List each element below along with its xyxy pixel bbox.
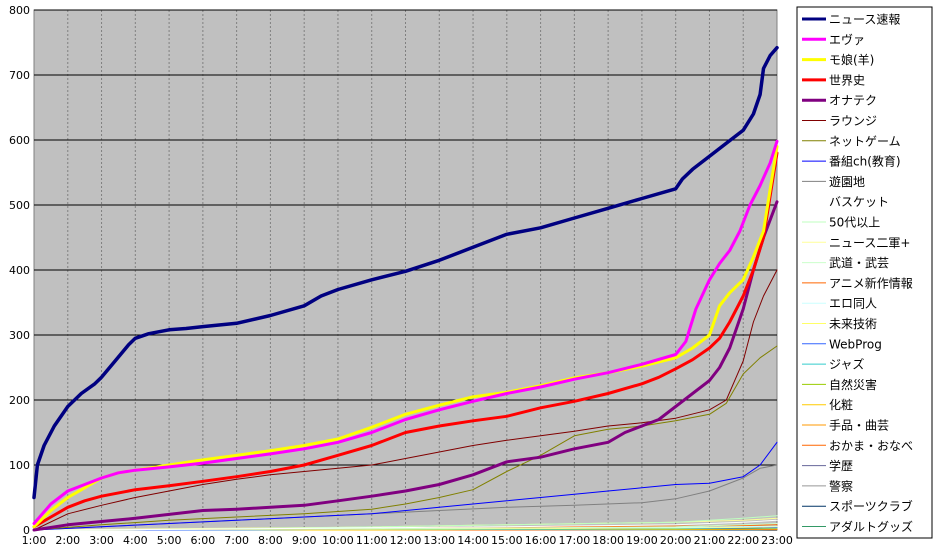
legend-label: エロ同人	[829, 297, 877, 311]
x-tick-label: 9:00	[292, 534, 317, 547]
legend-label: オナテク	[829, 94, 877, 108]
y-tick-label: 400	[9, 264, 30, 277]
legend-label: エヴァ	[829, 32, 865, 47]
x-tick-label: 18:00	[592, 534, 624, 547]
x-tick-label: 21:00	[694, 534, 726, 547]
x-tick-label: 1:00	[22, 534, 47, 547]
legend-label: 未来技術	[829, 317, 877, 331]
x-tick-label: 13:00	[423, 534, 455, 547]
legend-label: 50代以上	[829, 216, 880, 230]
legend-label: 化粧	[829, 398, 853, 412]
y-tick-label: 100	[9, 459, 30, 472]
series-line	[33, 269, 778, 531]
y-tick-label: 800	[9, 4, 30, 17]
legend-label: ジャズ	[829, 357, 864, 372]
legend-label: 手品・曲芸	[829, 419, 889, 433]
x-tick-label: 8:00	[258, 534, 283, 547]
series-line	[32, 200, 779, 532]
x-tick-label: 19:00	[626, 534, 658, 547]
legend-label: ラウンジ	[829, 114, 877, 128]
x-tick-label: 20:00	[660, 534, 692, 547]
series-line	[33, 519, 778, 531]
y-axis-ticks: 0 100 200 300 400 500 600 700 800	[9, 4, 30, 537]
legend-label: 警察	[829, 478, 853, 493]
series-line	[32, 45, 779, 500]
legend-label: バスケット	[829, 195, 889, 209]
y-tick-label: 0	[23, 524, 30, 537]
x-tick-label: 11:00	[356, 534, 388, 547]
grid-lines	[33, 9, 778, 531]
series-line	[32, 151, 779, 529]
y-tick-label: 700	[9, 69, 30, 82]
legend-label: 武道・武芸	[829, 256, 889, 270]
y-tick-label: 500	[9, 199, 30, 212]
legend-label: 世界史	[829, 73, 865, 87]
legend-label: 自然災害	[829, 377, 877, 392]
x-tick-label: 3:00	[89, 534, 114, 547]
x-tick-label: 15:00	[491, 534, 523, 547]
legend-label: 番組ch(教育)	[829, 154, 901, 169]
x-tick-label: 16:00	[525, 534, 557, 547]
legend-label: WebProg	[829, 337, 882, 351]
legend-label: スポーツクラブ	[829, 499, 913, 514]
series-line	[32, 139, 779, 525]
y-tick-label: 300	[9, 329, 30, 342]
legend-label: アダルトグッズ	[829, 519, 913, 534]
x-tick-label: 17:00	[559, 534, 591, 547]
x-tick-label: 2:00	[55, 534, 80, 547]
series-line	[33, 345, 778, 531]
series-line	[33, 441, 778, 531]
legend-label: 遊園地	[829, 174, 865, 189]
x-tick-label: 6:00	[191, 534, 216, 547]
x-tick-label: 7:00	[224, 534, 249, 547]
x-tick-label: 4:00	[123, 534, 148, 547]
x-axis-ticks: 1:00 2:00 3:00 4:00 5:00 6:00 7:00 8:00 9:00 10:0…	[22, 534, 793, 547]
legend-label: ネットゲーム	[829, 134, 901, 148]
legend-box	[796, 6, 933, 539]
x-tick-label: 22:00	[727, 534, 759, 547]
x-tick-label: 10:00	[322, 534, 354, 547]
legend-label: ニュース速報	[829, 13, 900, 27]
legend-label: 学歴	[829, 458, 853, 473]
legend-label: おかま・おなべ	[829, 439, 913, 453]
x-tick-label: 23:00	[761, 534, 793, 547]
y-tick-label: 200	[9, 394, 30, 407]
legend-label: モ娘(羊)	[829, 52, 874, 67]
legend-label: ニュース二軍+	[829, 236, 910, 250]
x-tick-label: 12:00	[390, 534, 422, 547]
series-lines	[32, 45, 779, 532]
x-tick-label: 14:00	[457, 534, 489, 547]
x-tick-label: 5:00	[157, 534, 182, 547]
legend-label: アニメ新作情報	[829, 275, 913, 290]
y-tick-label: 600	[9, 134, 30, 147]
